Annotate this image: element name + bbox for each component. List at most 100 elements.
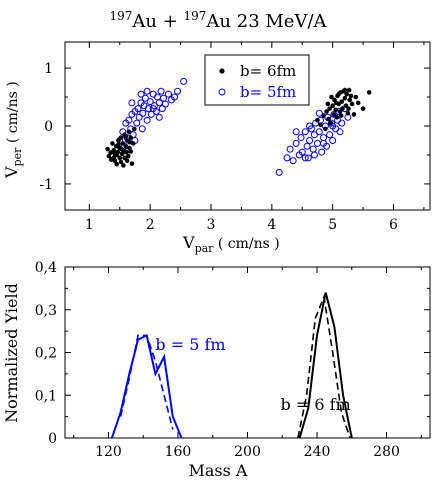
scatter-point-b6 [118, 135, 124, 140]
scatter-point-b6 [128, 135, 133, 140]
scatter-point-b6 [328, 120, 334, 126]
scatter-point-b6 [123, 143, 129, 149]
scatter-point-b6 [348, 93, 354, 99]
scatter-point-b6 [345, 110, 351, 116]
scatter-point-b6 [329, 94, 334, 100]
scatter-point-b6 [121, 163, 126, 168]
yield-x-tick-label: 160 [165, 444, 192, 460]
scatter-point-b6 [128, 149, 133, 154]
scatter-point-b6 [127, 145, 132, 151]
scatter-point-b5 [135, 113, 143, 121]
scatter-point-b5 [306, 136, 314, 144]
scatter-point-b6 [324, 109, 329, 114]
yield-x-tick-label: 200 [234, 444, 261, 460]
scatter-point-b5 [298, 148, 306, 156]
scatter-points [105, 77, 372, 176]
scatter-point-b6 [355, 100, 361, 106]
scatter-point-b5 [171, 93, 178, 101]
yield-line-b5-dashed [119, 334, 174, 430]
scatter-x-tick-label: 4 [267, 217, 276, 233]
scatter-point-b5 [292, 139, 300, 147]
scatter-point-b5 [286, 145, 294, 153]
scatter-point-b6 [315, 117, 320, 123]
scatter-point-b6 [326, 116, 331, 122]
scatter-point-b5 [289, 157, 297, 165]
scatter-point-b5 [303, 142, 311, 150]
scatter-point-b5 [146, 98, 154, 106]
scatter-point-b6 [116, 142, 121, 147]
figure-title: 197Au + 197Au 23 MeV/A [109, 9, 327, 32]
scatter-point-b6 [342, 95, 348, 101]
scatter-y-tick-label: 0 [44, 119, 53, 135]
scatter-point-b6 [106, 153, 112, 159]
scatter-point-b5 [336, 128, 344, 136]
legend-marker-b6 [219, 68, 225, 74]
legend-box [204, 54, 310, 106]
scatter-y-axis-label: Vper ( cm/ns ) [2, 81, 24, 179]
scatter-point-b6 [117, 155, 123, 161]
yield-y-tick-label: 0,2 [35, 346, 57, 362]
scatter-point-b5 [138, 125, 146, 133]
legend-marker-b5 [218, 88, 226, 96]
yield-annotation-b5: b = 5 fm [155, 335, 225, 354]
legend-label-b5: b= 5fm [240, 83, 296, 101]
yield-y-tick-label: 0,4 [35, 260, 57, 276]
scatter-x-tick-label: 2 [146, 217, 155, 233]
scatter-x-tick-label: 6 [389, 217, 398, 233]
scatter-point-b6 [126, 129, 132, 135]
scatter-point-b5 [141, 94, 149, 102]
scatter-point-b6 [321, 113, 326, 118]
scatter-point-b6 [349, 101, 355, 107]
scatter-x-tick-label: 1 [85, 217, 94, 233]
yield-y-tick-label: 0 [48, 431, 57, 447]
scatter-point-b6 [347, 97, 353, 103]
scatter-point-b6 [124, 149, 129, 155]
scatter-x-axis-label: Vpar ( cm/ns ) [182, 233, 280, 255]
scatter-point-b5 [149, 90, 157, 98]
scatter-point-b6 [112, 151, 118, 157]
scatter-point-b5 [137, 90, 145, 98]
scatter-point-b6 [127, 139, 132, 145]
scatter-point-b6 [323, 126, 328, 132]
scatter-point-b5 [301, 128, 309, 136]
yield-y-tick-label: 0,3 [35, 303, 57, 319]
scatter-x-tick-label: 5 [328, 217, 337, 233]
scatter-point-b6 [331, 112, 337, 117]
scatter-point-b5 [164, 90, 172, 98]
scatter-point-b6 [120, 141, 126, 146]
scatter-x-tick-label: 3 [207, 217, 216, 233]
scatter-point-b5 [318, 148, 326, 156]
legend-label-b6: b= 6fm [240, 62, 296, 80]
scatter-point-b5 [133, 119, 141, 127]
scatter-point-b5 [320, 134, 328, 142]
scatter-point-b6 [118, 159, 124, 165]
scatter-point-b5 [153, 93, 161, 101]
scatter-point-b5 [149, 105, 157, 113]
scatter-point-b5 [143, 116, 151, 124]
yield-line-b6-dashed [297, 293, 351, 439]
scatter-point-b6 [353, 94, 359, 100]
scatter-point-b6 [123, 134, 129, 139]
yield-x-axis-label: Mass A [189, 461, 248, 480]
scatter-point-b5 [139, 109, 147, 117]
scatter-point-b6 [130, 141, 136, 146]
scatter-point-b6 [112, 158, 118, 164]
scatter-point-b5 [161, 100, 169, 108]
scatter-point-b5 [292, 128, 300, 136]
scatter-point-b6 [336, 91, 342, 97]
scatter-point-b6 [366, 90, 372, 95]
scatter-point-b5 [338, 119, 346, 127]
scatter-point-b6 [325, 101, 331, 107]
scatter-point-b5 [320, 139, 328, 147]
scatter-point-b6 [339, 99, 345, 104]
yield-x-tick-label: 120 [95, 444, 122, 460]
scatter-point-b6 [334, 115, 340, 120]
scatter-point-b6 [105, 146, 110, 152]
scatter-point-b6 [360, 106, 366, 111]
scatter-point-b6 [108, 157, 114, 162]
scatter-point-b6 [114, 161, 120, 167]
scatter-point-b5 [310, 151, 318, 159]
scatter-point-b6 [342, 87, 348, 93]
scatter-point-b5 [174, 87, 182, 95]
